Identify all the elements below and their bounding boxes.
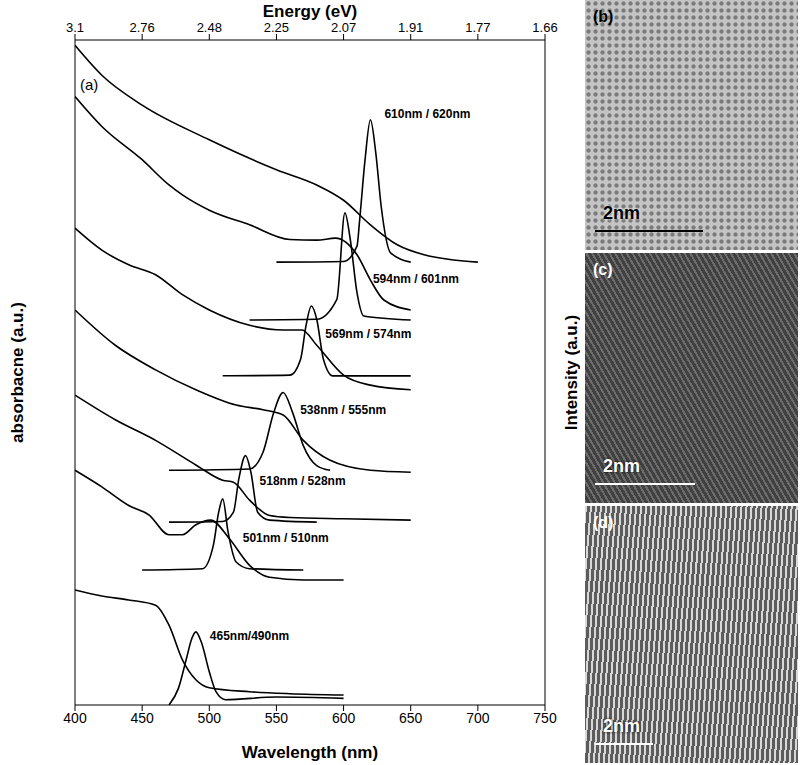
svg-text:absorbacne (a.u.): absorbacne (a.u.) — [8, 302, 27, 443]
svg-text:465nm/490nm: 465nm/490nm — [210, 629, 289, 643]
svg-text:538nm / 555nm: 538nm / 555nm — [300, 403, 386, 417]
svg-text:569nm / 574nm: 569nm / 574nm — [325, 327, 411, 341]
svg-text:518nm / 528nm: 518nm / 528nm — [260, 474, 346, 488]
svg-text:1.91: 1.91 — [398, 20, 423, 35]
html-text:(d): (d) — [593, 514, 614, 531]
svg-text:2.25: 2.25 — [264, 20, 289, 35]
html-text:(b): (b) — [593, 8, 614, 25]
svg-text:2.07: 2.07 — [331, 20, 356, 35]
svg-text:610nm / 620nm: 610nm / 620nm — [384, 107, 470, 121]
svg-text:3.1: 3.1 — [66, 20, 84, 35]
svg-text:750: 750 — [533, 710, 557, 726]
html-text:2nm: 2nm — [603, 203, 640, 223]
html-text:(c): (c) — [593, 261, 613, 278]
svg-text:450: 450 — [130, 710, 154, 726]
svg-text:Intensity (a.u.): Intensity (a.u.) — [562, 315, 580, 430]
svg-text:400: 400 — [63, 710, 87, 726]
html-text:(a): (a) — [80, 76, 99, 93]
svg-text:650: 650 — [399, 710, 423, 726]
svg-text:600: 600 — [332, 710, 356, 726]
svg-text:2.48: 2.48 — [197, 20, 222, 35]
html-text:2nm: 2nm — [603, 456, 640, 476]
svg-text:1.77: 1.77 — [465, 20, 490, 35]
svg-text:550: 550 — [265, 710, 289, 726]
svg-text:501nm / 510nm: 501nm / 510nm — [243, 531, 329, 545]
svg-text:1.66: 1.66 — [532, 20, 557, 35]
svg-text:500: 500 — [198, 710, 222, 726]
svg-text:2.76: 2.76 — [129, 20, 154, 35]
svg-text:Wavelength (nm): Wavelength (nm) — [242, 743, 378, 762]
svg-text:700: 700 — [466, 710, 490, 726]
svg-text:Energy (eV): Energy (eV) — [263, 2, 357, 21]
html-text:2nm: 2nm — [603, 716, 640, 736]
svg-text:594nm / 601nm: 594nm / 601nm — [373, 272, 459, 286]
